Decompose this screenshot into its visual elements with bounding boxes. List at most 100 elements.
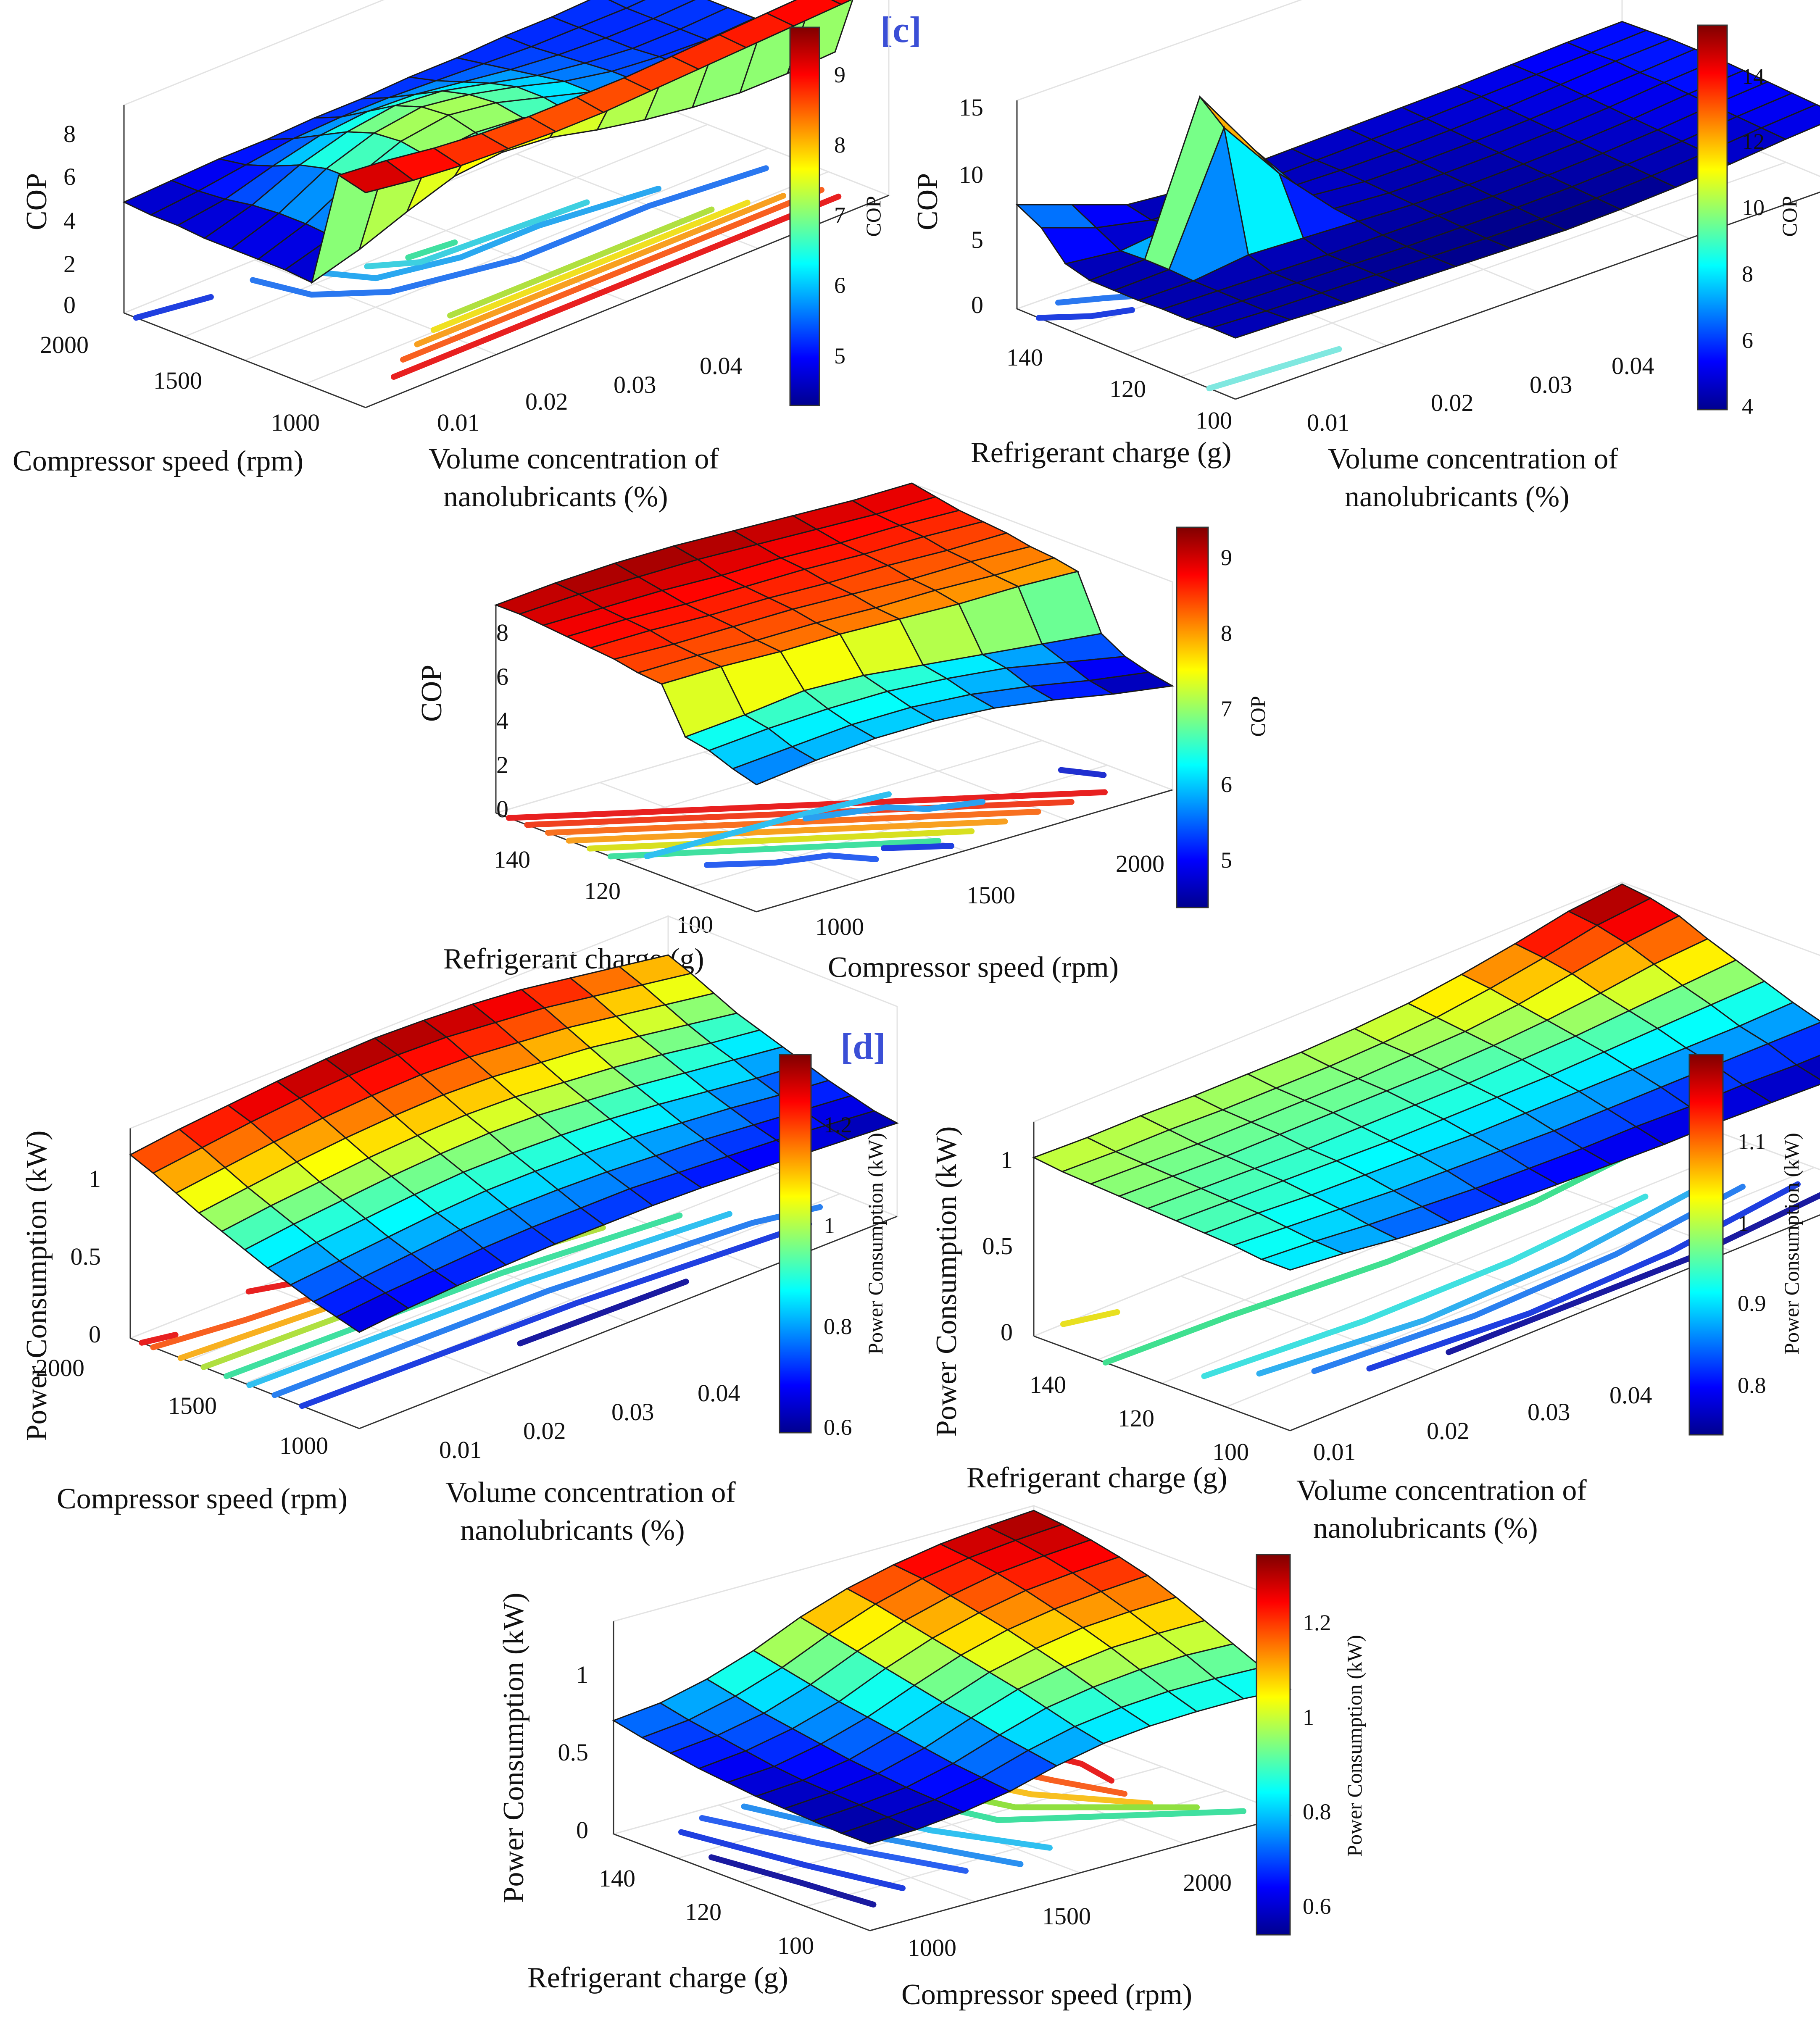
d2-x-tick: 100 [1212, 1438, 1249, 1466]
c1-contour-line [405, 239, 458, 260]
c3-y-ticks: 1000 1500 2000 [815, 850, 1164, 940]
d3-x-tick: 140 [599, 1865, 635, 1892]
d2-y-tick: 0.04 [1609, 1381, 1652, 1409]
c1-contours [133, 165, 842, 380]
c1-surface-cell [337, 160, 415, 194]
d2-z-tick: 0 [1001, 1318, 1013, 1346]
c1-y-label-2: nanolubricants (%) [443, 481, 668, 513]
c3-y-tick: 1000 [815, 913, 864, 940]
d3-cb-tick: 1.2 [1303, 1610, 1331, 1635]
d3-x-tick: 120 [685, 1898, 722, 1926]
d2-y-axis [1290, 1214, 1820, 1431]
d1-contour-line [223, 1212, 683, 1379]
d1-colorbar-label: Power Consumption (kW) [864, 1133, 887, 1355]
c1-cb-tick: 8 [834, 132, 845, 158]
d1-y-tick: 0.04 [698, 1379, 740, 1407]
d3-contour-line [709, 1854, 877, 1908]
d1-z-ticks: 0 0.5 1 [71, 1165, 101, 1348]
chart-c2: 0 5 10 15 140 120 100 0.01 0.02 0.03 0.0… [911, 0, 1820, 513]
c2-x-tick: 120 [1109, 375, 1146, 403]
d1-contour-line [150, 1288, 336, 1350]
c3-y-axis [756, 789, 1173, 913]
d3-y-tick: 1000 [908, 1934, 956, 1961]
d2-cb-tick: 0.8 [1738, 1373, 1766, 1398]
c1-y-tick: 0.02 [525, 388, 568, 415]
d1-x-label: Compressor speed (rpm) [57, 1483, 348, 1515]
d1-y-label-1: Volume concentration of [445, 1476, 736, 1509]
c1-cb-tick: 7 [834, 203, 845, 228]
d3-surface-cell [839, 1816, 919, 1845]
d3-y-ticks: 1000 1500 2000 [908, 1869, 1232, 1961]
d1-y-tick: 0.03 [611, 1398, 654, 1426]
c3-z-label: COP [416, 665, 448, 722]
d2-x-axis [1033, 1335, 1291, 1431]
c3-y-tick: 2000 [1116, 850, 1164, 877]
d1-z-label: Power Consumption (kW) [21, 1131, 53, 1441]
d2-x-tick: 120 [1118, 1405, 1154, 1432]
d3-x-ticks: 140 120 100 [599, 1865, 814, 1959]
c1-x-axis [124, 312, 366, 408]
c1-contour-line [133, 294, 214, 321]
d1-z-tick: 0.5 [71, 1243, 101, 1270]
c3-contour-line [881, 843, 954, 851]
d1-cb-tick: 0.8 [824, 1314, 852, 1339]
d2-contour-line [1446, 1192, 1820, 1355]
c2-z-tick: 10 [959, 161, 983, 188]
c1-contour-line [447, 206, 715, 318]
d1-y-ticks: 0.01 0.02 0.03 0.04 [439, 1379, 740, 1463]
c2-surface [1015, 21, 1820, 339]
c1-z-tick: 2 [63, 250, 76, 278]
d3-x-axis [613, 1833, 870, 1931]
d1-x-axis [130, 1337, 360, 1429]
c1-x-tick: 2000 [40, 331, 89, 358]
c1-z-tick: 8 [63, 120, 76, 147]
d2-contour-line [1256, 1188, 1696, 1377]
d3-y-axis [869, 1814, 1291, 1931]
c2-y-axis [1235, 191, 1820, 400]
c2-x-label: Refrigerant charge (g) [971, 437, 1232, 469]
d1-colorbar-ticks: 0.6 0.8 1 1.2 [824, 1112, 852, 1440]
d3-colorbar-label: Power Consumption (kW) [1343, 1635, 1366, 1857]
d1-contour-line [299, 1221, 812, 1409]
c2-cb-tick: 14 [1742, 64, 1765, 89]
chart-c1: 0 2 4 6 8 2000 1500 1000 0.01 0.02 0.03 … [13, 0, 891, 513]
d2-cb-tick: 1.1 [1738, 1129, 1766, 1154]
chart-d2: 0 0.5 1 140 120 100 0.01 0.02 0.03 0.04 … [930, 881, 1820, 1544]
d2-y-label-2: nanolubricants (%) [1313, 1512, 1538, 1544]
c1-z-tick: 0 [63, 291, 76, 318]
c1-z-tick: 4 [63, 207, 76, 234]
c3-cb-tick: 9 [1221, 545, 1232, 570]
c1-contour-line [430, 200, 751, 333]
c3-x-tick: 100 [677, 911, 713, 938]
d2-z-tick: 0.5 [982, 1232, 1013, 1260]
d2-contour-line [1366, 1181, 1801, 1372]
d2-contour-line [1311, 1184, 1746, 1374]
c3-cb-tick: 7 [1221, 696, 1232, 721]
d1-x-tick: 1000 [279, 1432, 328, 1459]
d3-y-tick: 2000 [1183, 1869, 1232, 1896]
d1-z-tick: 0 [89, 1321, 101, 1348]
c3-x-tick: 140 [494, 846, 530, 873]
c3-z-tick: 4 [496, 707, 508, 734]
d2-y-label-1: Volume concentration of [1296, 1474, 1587, 1507]
chart-d3: 0 0.5 1 140 120 100 1000 1500 2000 Power… [498, 1505, 1366, 2011]
d2-x-tick: 140 [1030, 1371, 1066, 1398]
c3-contour-line [803, 799, 985, 822]
c1-contour-line [414, 193, 786, 347]
d2-y-tick: 0.01 [1313, 1438, 1356, 1466]
d2-x-ticks: 140 120 100 [1030, 1371, 1249, 1466]
c2-z-tick: 15 [959, 94, 983, 121]
d1-cb-tick: 1 [824, 1213, 835, 1238]
d3-y-tick: 1500 [1042, 1902, 1091, 1930]
c2-z-tick: 0 [971, 291, 983, 318]
c3-colorbar-label: COP [1246, 696, 1270, 737]
d1-cb-tick: 0.6 [824, 1415, 852, 1440]
d2-y-tick: 0.02 [1427, 1417, 1470, 1445]
c1-y-tick: 0.03 [614, 371, 656, 398]
c1-contour-line [400, 187, 824, 363]
c3-contours [506, 767, 1108, 868]
d2-surface-cell [1259, 1240, 1346, 1271]
d2-y-ticks: 0.01 0.02 0.03 0.04 [1313, 1381, 1652, 1466]
c3-colorbar-ticks: 5 6 7 8 9 [1221, 545, 1232, 873]
